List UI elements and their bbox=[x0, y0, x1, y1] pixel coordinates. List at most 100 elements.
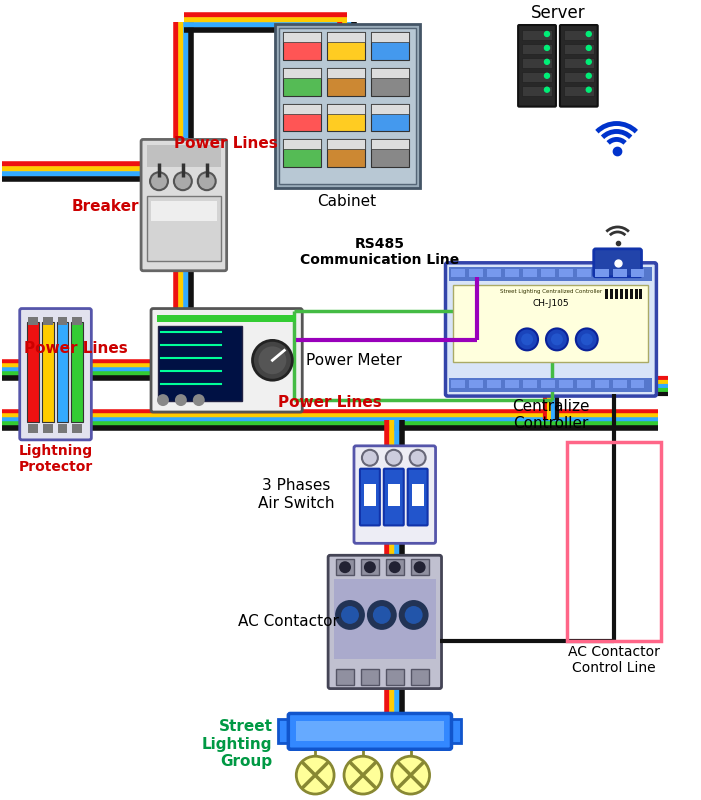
Bar bbox=[505, 380, 519, 388]
Bar bbox=[327, 68, 365, 96]
Bar bbox=[27, 424, 38, 433]
Bar bbox=[620, 289, 622, 298]
Bar bbox=[577, 380, 591, 388]
Circle shape bbox=[175, 394, 187, 406]
Bar bbox=[613, 380, 627, 388]
Circle shape bbox=[259, 346, 286, 374]
Circle shape bbox=[367, 600, 397, 630]
Circle shape bbox=[576, 329, 598, 350]
Bar bbox=[327, 139, 365, 150]
Bar bbox=[629, 289, 632, 298]
FancyBboxPatch shape bbox=[151, 309, 302, 412]
Bar bbox=[361, 669, 379, 685]
Circle shape bbox=[409, 450, 426, 466]
FancyBboxPatch shape bbox=[354, 446, 435, 543]
Bar bbox=[41, 322, 53, 422]
Bar bbox=[27, 317, 38, 326]
Bar bbox=[371, 32, 409, 60]
Circle shape bbox=[252, 340, 292, 380]
Bar bbox=[336, 559, 354, 575]
Bar bbox=[625, 289, 627, 298]
Circle shape bbox=[404, 606, 423, 624]
Bar bbox=[523, 269, 537, 277]
Text: Breaker: Breaker bbox=[72, 198, 139, 214]
Bar bbox=[371, 68, 409, 78]
Bar bbox=[594, 269, 608, 277]
Text: CH-J105: CH-J105 bbox=[533, 298, 569, 308]
Circle shape bbox=[551, 334, 563, 346]
Bar bbox=[297, 722, 444, 742]
Bar bbox=[522, 30, 552, 40]
Circle shape bbox=[586, 46, 591, 50]
Bar bbox=[487, 269, 501, 277]
FancyBboxPatch shape bbox=[594, 249, 641, 277]
Circle shape bbox=[516, 329, 538, 350]
Bar bbox=[411, 669, 428, 685]
Bar bbox=[447, 719, 461, 743]
Bar bbox=[386, 669, 404, 685]
Bar bbox=[57, 424, 67, 433]
FancyBboxPatch shape bbox=[560, 25, 598, 106]
Bar bbox=[610, 289, 613, 298]
Circle shape bbox=[389, 562, 401, 573]
Bar bbox=[411, 484, 423, 506]
Circle shape bbox=[414, 562, 426, 573]
Bar bbox=[449, 378, 653, 392]
Bar bbox=[564, 72, 594, 82]
Text: Power Meter: Power Meter bbox=[306, 353, 402, 368]
Text: Cabinet: Cabinet bbox=[318, 194, 376, 209]
Bar bbox=[327, 104, 365, 114]
Bar bbox=[371, 139, 409, 150]
Bar bbox=[327, 139, 365, 167]
Bar bbox=[158, 326, 242, 401]
Bar bbox=[523, 380, 537, 388]
Bar bbox=[334, 579, 435, 658]
Bar bbox=[388, 484, 400, 506]
Text: Power Lines: Power Lines bbox=[24, 342, 128, 356]
Bar bbox=[336, 669, 354, 685]
Circle shape bbox=[386, 450, 402, 466]
Bar bbox=[327, 32, 365, 60]
Circle shape bbox=[339, 562, 351, 573]
Circle shape bbox=[586, 31, 591, 37]
Bar bbox=[57, 322, 69, 422]
Text: Centralize
Controller: Centralize Controller bbox=[512, 399, 590, 431]
Bar bbox=[615, 289, 618, 298]
Bar bbox=[327, 32, 365, 42]
FancyBboxPatch shape bbox=[384, 469, 404, 526]
Bar bbox=[283, 32, 321, 42]
Bar bbox=[371, 68, 409, 96]
Bar bbox=[564, 86, 594, 96]
Bar bbox=[594, 380, 608, 388]
Bar bbox=[27, 322, 39, 422]
Bar bbox=[283, 104, 321, 114]
Circle shape bbox=[198, 172, 216, 190]
Bar bbox=[639, 289, 643, 298]
Circle shape bbox=[364, 562, 376, 573]
Bar bbox=[470, 380, 483, 388]
Bar bbox=[275, 24, 420, 188]
Bar bbox=[371, 104, 409, 114]
Bar bbox=[630, 380, 644, 388]
Bar bbox=[541, 380, 555, 388]
Bar bbox=[470, 269, 483, 277]
Bar bbox=[57, 317, 67, 326]
Bar bbox=[283, 68, 321, 96]
Bar bbox=[280, 28, 416, 184]
Circle shape bbox=[193, 394, 205, 406]
Circle shape bbox=[581, 334, 593, 346]
Circle shape bbox=[399, 600, 428, 630]
Bar bbox=[505, 269, 519, 277]
Text: Lightning
Protector: Lightning Protector bbox=[18, 444, 93, 474]
Bar bbox=[72, 317, 83, 326]
Bar bbox=[147, 196, 221, 261]
Bar bbox=[361, 559, 379, 575]
Text: Power Lines: Power Lines bbox=[174, 136, 278, 151]
Circle shape bbox=[392, 756, 430, 794]
Text: Street
Lighting
Group: Street Lighting Group bbox=[202, 719, 273, 770]
Text: Street Lighting Centralized Controller: Street Lighting Centralized Controller bbox=[500, 289, 602, 294]
Bar bbox=[522, 58, 552, 68]
Circle shape bbox=[297, 756, 334, 794]
Bar bbox=[522, 86, 552, 96]
Bar bbox=[43, 317, 53, 326]
